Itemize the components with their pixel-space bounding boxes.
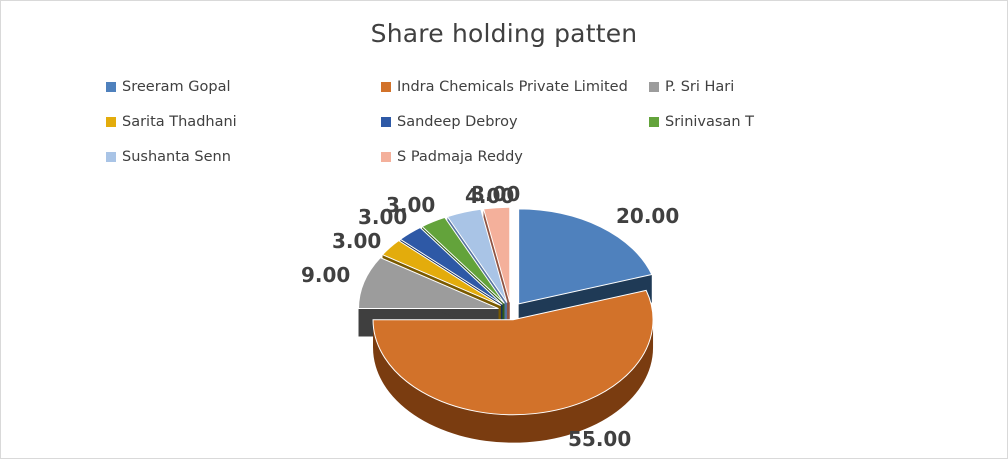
pie-slice — [381, 239, 501, 307]
pie-slice-side — [373, 319, 654, 443]
data-label: 3.00 — [386, 193, 435, 217]
pie-slice — [446, 208, 508, 303]
pie-slice — [399, 226, 503, 305]
legend-item-sushanta-senn: Sushanta Senn — [106, 146, 231, 168]
data-label: 3.00 — [358, 205, 407, 229]
legend-label: Sarita Thadhani — [122, 114, 237, 130]
legend-item-p-sri-hari: P. Sri Hari — [649, 76, 734, 98]
legend-swatch — [649, 82, 659, 92]
data-label: 20.00 — [616, 204, 679, 228]
data-label: 3.00 — [332, 229, 381, 253]
chart-title: Share holding patten — [370, 19, 638, 48]
legend-swatch — [106, 117, 116, 127]
legend-item-s-padmaja-reddy: S Padmaja Reddy — [381, 146, 523, 168]
legend-swatch — [381, 82, 391, 92]
legend-item-sreeram-gopal: Sreeram Gopal — [106, 76, 231, 98]
legend-swatch — [381, 152, 391, 162]
pie-slice — [421, 216, 505, 304]
legend-item-indra-chemicals: Indra Chemicals Private Limited — [381, 76, 628, 98]
data-label: 55.00 — [568, 427, 631, 451]
legend-label: Indra Chemicals Private Limited — [397, 79, 628, 95]
legend-item-sandeep-debroy: Sandeep Debroy — [381, 111, 518, 133]
legend-label: Srinivasan T — [665, 114, 754, 130]
data-label: 9.00 — [301, 263, 350, 287]
legend-swatch — [649, 117, 659, 127]
pie-slice — [372, 289, 654, 416]
pie-slice — [482, 206, 511, 303]
data-label: 4.00 — [465, 184, 514, 208]
pie-slice — [358, 257, 499, 310]
data-label: 3.00 — [471, 182, 520, 206]
pie-slice — [518, 208, 653, 305]
legend-swatch — [106, 82, 116, 92]
legend-label: P. Sri Hari — [665, 79, 735, 95]
legend-item-sarita-thadhani: Sarita Thadhani — [106, 111, 237, 133]
legend-swatch — [106, 152, 116, 162]
legend-label: Sandeep Debroy — [397, 114, 518, 130]
chart-legend: Sreeram Gopal Indra Chemicals Private Li… — [106, 71, 906, 171]
legend-label: S Padmaja Reddy — [397, 149, 523, 165]
legend-item-srinivasan-t: Srinivasan T — [649, 111, 754, 133]
legend-label: Sushanta Senn — [122, 149, 231, 165]
legend-label: Sreeram Gopal — [122, 79, 231, 95]
legend-swatch — [381, 117, 391, 127]
